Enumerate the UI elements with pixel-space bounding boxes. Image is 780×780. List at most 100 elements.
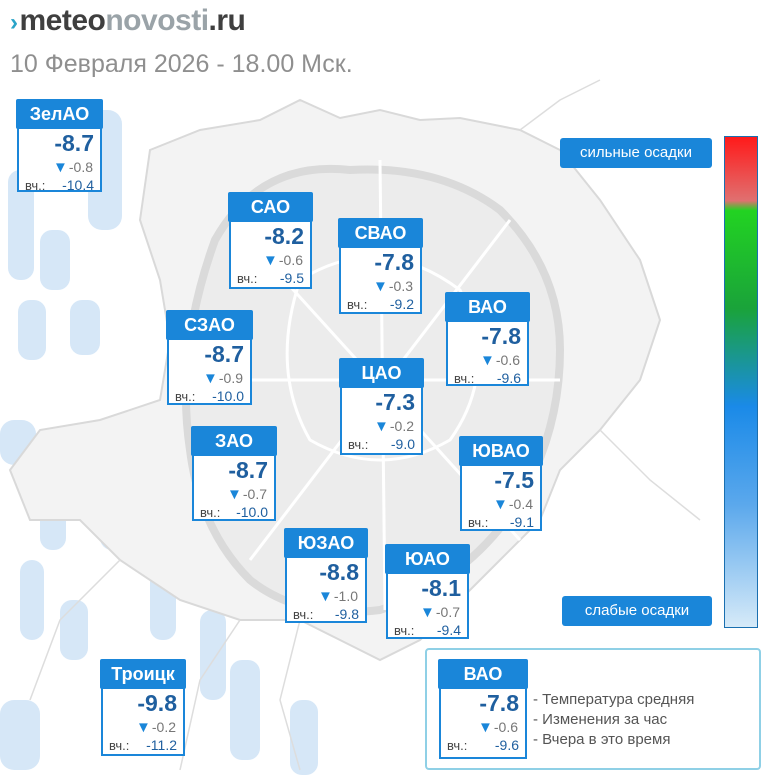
yesterday-row: вч.: -9.5 (237, 270, 304, 286)
district-card-vao: ВАО -7.8 ▼-0.6 вч.: -9.6 (445, 292, 530, 386)
hourly-change: ▼-0.6 (263, 252, 303, 269)
yesterday-value: -10.0 (212, 388, 244, 404)
change-value: -0.2 (389, 418, 414, 434)
district-card-yuvao: ЮВАО -7.5 ▼-0.4 вч.: -9.1 (459, 436, 543, 531)
temperature: -7.8 (479, 690, 519, 716)
hourly-change: ▼-0.8 (53, 159, 93, 176)
temperature: -8.7 (54, 130, 94, 156)
yesterday-label: вч.: (468, 515, 489, 530)
down-triangle-icon: ▼ (480, 352, 495, 369)
hourly-change: ▼-0.2 (374, 418, 414, 435)
district-name: ЦАО (339, 358, 424, 388)
brand-part-meteo: meteo (19, 4, 106, 37)
yesterday-label: вч.: (200, 505, 221, 520)
temperature: -8.1 (421, 575, 461, 601)
yesterday-label: вч.: (109, 738, 130, 753)
district-card-troitsk: Троицк -9.8 ▼-0.2 вч.: -11.2 (100, 659, 186, 756)
down-triangle-icon: ▼ (478, 719, 493, 736)
brand-part-novosti: novosti (105, 4, 209, 37)
yesterday-label: вч.: (25, 178, 46, 193)
yesterday-label: вч.: (347, 297, 368, 312)
yesterday-value: -9.6 (494, 737, 519, 753)
change-value: -1.0 (333, 588, 358, 604)
district-name: ВАО (445, 292, 530, 322)
district-name: САО (228, 192, 313, 222)
temperature: -8.7 (228, 457, 268, 483)
hourly-change: ▼-0.4 (493, 496, 533, 513)
yesterday-row: вч.: -9.6 (454, 370, 521, 386)
legend-strong-precipitation: сильные осадки (560, 138, 712, 168)
district-name: ЮЗАО (284, 528, 368, 558)
precipitation-color-scale (724, 136, 758, 628)
key-descriptions: - Температура средняя - Изменения за час… (533, 690, 694, 750)
change-value: -0.4 (508, 496, 533, 512)
district-card-cao: ЦАО -7.3 ▼-0.2 вч.: -9.0 (339, 358, 424, 455)
change-value: -0.7 (435, 604, 460, 620)
hourly-change: ▼-0.7 (227, 486, 267, 503)
hourly-change: ▼-0.2 (136, 719, 176, 736)
change-value: -0.3 (388, 278, 413, 294)
district-name: ЮВАО (459, 436, 543, 466)
down-triangle-icon: ▼ (373, 278, 388, 295)
yesterday-label: вч.: (237, 271, 258, 286)
yesterday-label: вч.: (394, 623, 415, 638)
hourly-change: ▼-0.3 (373, 278, 413, 295)
temperature: -8.7 (204, 341, 244, 367)
yesterday-row: вч.: -9.4 (394, 622, 461, 638)
yesterday-row: вч.: -10.4 (25, 177, 94, 193)
yesterday-label: вч.: (175, 389, 196, 404)
district-card-yuao: ЮАО -8.1 ▼-0.7 вч.: -9.4 (385, 544, 470, 639)
change-value: -0.2 (151, 719, 176, 735)
change-value: -0.6 (493, 719, 518, 735)
hourly-change: ▼-0.6 (478, 719, 518, 736)
district-name: ЗелАО (16, 99, 103, 129)
yesterday-value: -9.0 (390, 436, 415, 452)
yesterday-value: -9.6 (496, 370, 521, 386)
down-triangle-icon: ▼ (374, 418, 389, 435)
yesterday-row: вч.: -9.1 (468, 514, 534, 530)
district-name: ЗАО (191, 426, 277, 456)
yesterday-label: вч.: (293, 607, 314, 622)
down-triangle-icon: ▼ (53, 159, 68, 176)
temperature: -7.5 (494, 467, 534, 493)
down-triangle-icon: ▼ (203, 370, 218, 387)
hourly-change: ▼-0.7 (420, 604, 460, 621)
down-triangle-icon: ▼ (318, 588, 333, 605)
yesterday-row: вч.: -9.6 (447, 737, 519, 753)
district-card-zelao: ЗелАО -8.7 ▼-0.8 вч.: -10.4 (16, 99, 103, 193)
yesterday-label: вч.: (454, 371, 475, 386)
hourly-change: ▼-1.0 (318, 588, 358, 605)
site-logo[interactable]: ›meteonovosti.ru (10, 4, 246, 38)
key-line-hourly-change: - Изменения за час (533, 711, 668, 728)
down-triangle-icon: ▼ (263, 252, 278, 269)
yesterday-label: вч.: (348, 437, 369, 452)
yesterday-row: вч.: -10.0 (175, 388, 244, 404)
change-value: -0.8 (68, 159, 93, 175)
yesterday-label: вч.: (447, 738, 468, 753)
change-value: -0.6 (495, 352, 520, 368)
yesterday-row: вч.: -11.2 (109, 737, 177, 753)
date-line: 10 Февраля 2026 - 18.00 Мск. (10, 50, 353, 78)
change-value: -0.7 (242, 486, 267, 502)
yesterday-value: -11.2 (146, 737, 177, 753)
temperature: -9.8 (137, 690, 177, 716)
district-name: ЮАО (385, 544, 470, 574)
district-card-yuzao: ЮЗАО -8.8 ▼-1.0 вч.: -9.8 (284, 528, 368, 623)
hourly-change: ▼-0.6 (480, 352, 520, 369)
district-name: ВАО (438, 659, 528, 689)
yesterday-row: вч.: -10.0 (200, 504, 268, 520)
brand-part-ru: .ru (208, 4, 246, 37)
district-name: СЗАО (166, 310, 253, 340)
temperature: -8.2 (264, 223, 304, 249)
yesterday-row: вч.: -9.2 (347, 296, 414, 312)
temperature: -7.3 (375, 389, 415, 415)
down-triangle-icon: ▼ (136, 719, 151, 736)
temperature: -7.8 (481, 323, 521, 349)
district-card-svao: СВАО -7.8 ▼-0.3 вч.: -9.2 (338, 218, 423, 314)
district-card-zao: ЗАО -8.7 ▼-0.7 вч.: -10.0 (191, 426, 277, 521)
down-triangle-icon: ▼ (420, 604, 435, 621)
temperature: -8.8 (319, 559, 359, 585)
yesterday-row: вч.: -9.8 (293, 606, 359, 622)
yesterday-value: -9.4 (436, 622, 461, 638)
yesterday-value: -9.2 (389, 296, 414, 312)
